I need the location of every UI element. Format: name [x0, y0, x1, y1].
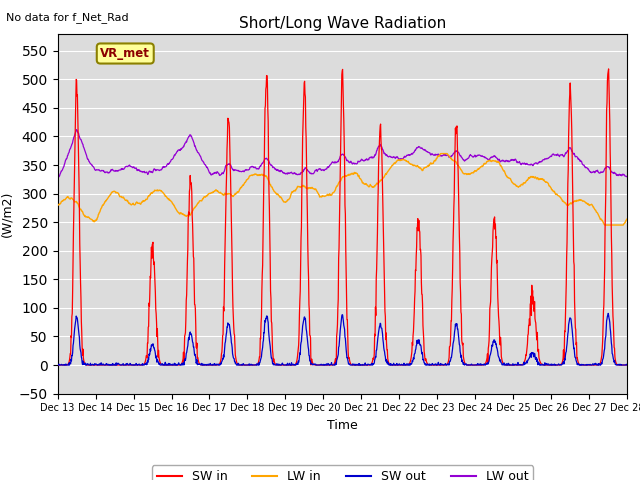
- Y-axis label: (W/m2): (W/m2): [0, 191, 13, 237]
- X-axis label: Time: Time: [327, 419, 358, 432]
- Legend: SW in, LW in, SW out, LW out: SW in, LW in, SW out, LW out: [152, 465, 533, 480]
- Title: Short/Long Wave Radiation: Short/Long Wave Radiation: [239, 16, 446, 31]
- Text: VR_met: VR_met: [100, 47, 150, 60]
- Text: No data for f_Net_Rad: No data for f_Net_Rad: [6, 12, 129, 23]
